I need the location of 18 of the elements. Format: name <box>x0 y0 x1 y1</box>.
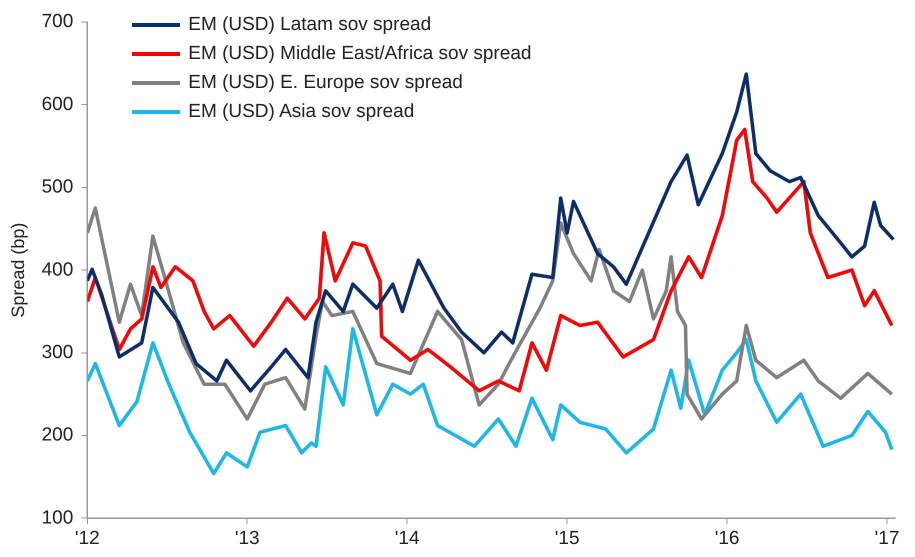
x-tick-label: '13 <box>234 528 260 549</box>
y-tick-label: 400 <box>42 259 74 280</box>
x-tick-label: '17 <box>874 528 900 549</box>
y-tick-label: 500 <box>42 176 74 198</box>
y-tick-label: 300 <box>42 342 74 364</box>
legend-label: EM (USD) Asia sov spread <box>188 100 414 122</box>
legend-label: EM (USD) Latam sov spread <box>188 14 432 36</box>
legend-label: EM (USD) E. Europe sov spread <box>188 72 463 94</box>
x-tick-label: '12 <box>74 528 100 549</box>
x-tick-label: '15 <box>554 528 580 549</box>
y-axis-title: Spread (bp) <box>8 222 28 318</box>
x-tick-label: '14 <box>394 528 420 549</box>
y-tick-label: 700 <box>42 11 74 32</box>
x-tick-label: '16 <box>714 528 740 549</box>
legend-label: EM (USD) Middle East/Africa sov spread <box>188 42 532 64</box>
y-tick-label: 100 <box>42 507 74 528</box>
y-tick-label: 200 <box>42 424 74 446</box>
y-tick-label: 600 <box>42 94 74 115</box>
